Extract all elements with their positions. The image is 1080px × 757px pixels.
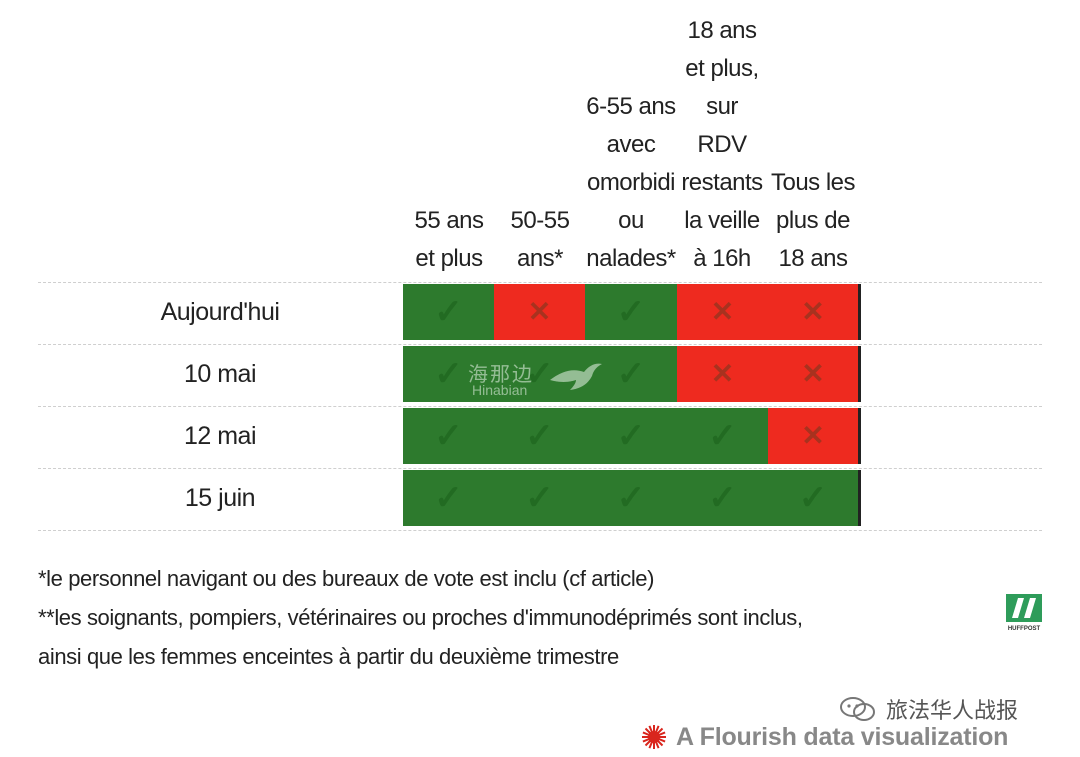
row-endcap <box>858 346 861 402</box>
cell-yes: ✓ <box>494 346 585 402</box>
row-separator <box>38 282 1042 283</box>
cross-icon: ✕ <box>801 296 825 327</box>
check-icon: ✓ <box>616 355 646 393</box>
check-icon: ✓ <box>434 417 463 455</box>
wechat-credit: 旅法华人战报 <box>838 694 1018 724</box>
check-icon: ✓ <box>434 293 463 331</box>
column-header: Tous les plus de 18 ans <box>767 20 859 278</box>
check-icon: ✓ <box>798 479 828 517</box>
column-header: 55 ans et plus <box>403 20 495 278</box>
row-label: Aujourd'hui <box>160 297 280 326</box>
huffpost-icon: HUFFPOST <box>1006 594 1042 632</box>
check-icon: ✓ <box>434 355 463 393</box>
check-icon: ✓ <box>616 417 646 455</box>
check-icon: ✓ <box>525 417 554 455</box>
row-separator <box>38 530 1042 531</box>
row-endcap <box>858 470 861 526</box>
cell-no: ✕ <box>677 284 768 340</box>
cell-yes: ✓ <box>585 284 677 340</box>
cell-yes: ✓ <box>768 470 858 526</box>
cross-icon: ✕ <box>801 358 825 389</box>
row-separator <box>38 468 1042 469</box>
column-header-label: 18 ans et plus, sur RDV restants la veil… <box>681 20 763 272</box>
check-icon: ✓ <box>616 479 646 517</box>
cell-yes: ✓ <box>677 408 768 464</box>
row-separator <box>38 406 1042 407</box>
check-icon: ✓ <box>708 417 737 455</box>
wechat-icon <box>840 697 875 721</box>
column-header: 50-55 ans* <box>494 20 586 278</box>
footnote-2: **les soignants, pompiers, vétérinaires … <box>38 605 803 630</box>
column-header-label: 50-55 ans* <box>510 207 570 272</box>
row-label: 15 juin <box>184 483 256 512</box>
cell-yes: ✓ <box>677 470 768 526</box>
row-endcap <box>858 408 861 464</box>
cell-yes: ✓ <box>494 470 585 526</box>
column-header-label: Tous les plus de 18 ans <box>770 169 856 272</box>
wechat-text: 旅法华人战报 <box>886 698 1019 723</box>
row-separator <box>38 344 1042 345</box>
cell-no: ✕ <box>677 346 768 402</box>
cell-yes: ✓ <box>403 284 494 340</box>
row-label: 12 mai <box>183 421 257 450</box>
cell-yes: ✓ <box>403 408 494 464</box>
check-icon: ✓ <box>434 479 463 517</box>
cell-no: ✕ <box>768 346 858 402</box>
check-icon: ✓ <box>616 293 646 331</box>
cell-no: ✕ <box>494 284 585 340</box>
huffpost-logo: HUFFPOST <box>1004 592 1044 632</box>
row-label: 10 mai <box>183 359 257 388</box>
cell-yes: ✓ <box>494 408 585 464</box>
column-header: 18 ans et plus, sur RDV restants la veil… <box>676 20 768 278</box>
cross-icon: ✕ <box>710 296 735 327</box>
huffpost-text: HUFFPOST <box>1008 626 1041 632</box>
footnote-3: ainsi que les femmes enceintes à partir … <box>38 644 619 669</box>
cross-icon: ✕ <box>801 420 825 451</box>
cell-yes: ✓ <box>585 408 677 464</box>
check-icon: ✓ <box>525 479 554 517</box>
cell-yes: ✓ <box>403 346 494 402</box>
cell-no: ✕ <box>768 408 858 464</box>
flourish-credit[interactable]: A Flourish data visualization <box>640 720 1008 754</box>
cell-yes: ✓ <box>403 470 494 526</box>
column-header-label: 55 ans et plus <box>414 207 484 272</box>
cell-yes: ✓ <box>585 470 677 526</box>
cell-yes: ✓ <box>585 346 677 402</box>
row-endcap <box>858 284 861 340</box>
cell-no: ✕ <box>768 284 858 340</box>
check-icon: ✓ <box>708 479 737 517</box>
cross-icon: ✕ <box>710 358 735 389</box>
column-header: 6-55 ans avec omorbidi ou nalades* <box>585 20 677 278</box>
flourish-icon <box>642 725 666 749</box>
check-icon: ✓ <box>525 355 554 393</box>
flourish-text: A Flourish data visualization <box>676 722 1009 751</box>
footnote-1: *le personnel navigant ou des bureaux de… <box>38 566 655 591</box>
cross-icon: ✕ <box>527 296 552 327</box>
column-header-label: 6-55 ans avec omorbidi ou nalades* <box>586 93 676 272</box>
